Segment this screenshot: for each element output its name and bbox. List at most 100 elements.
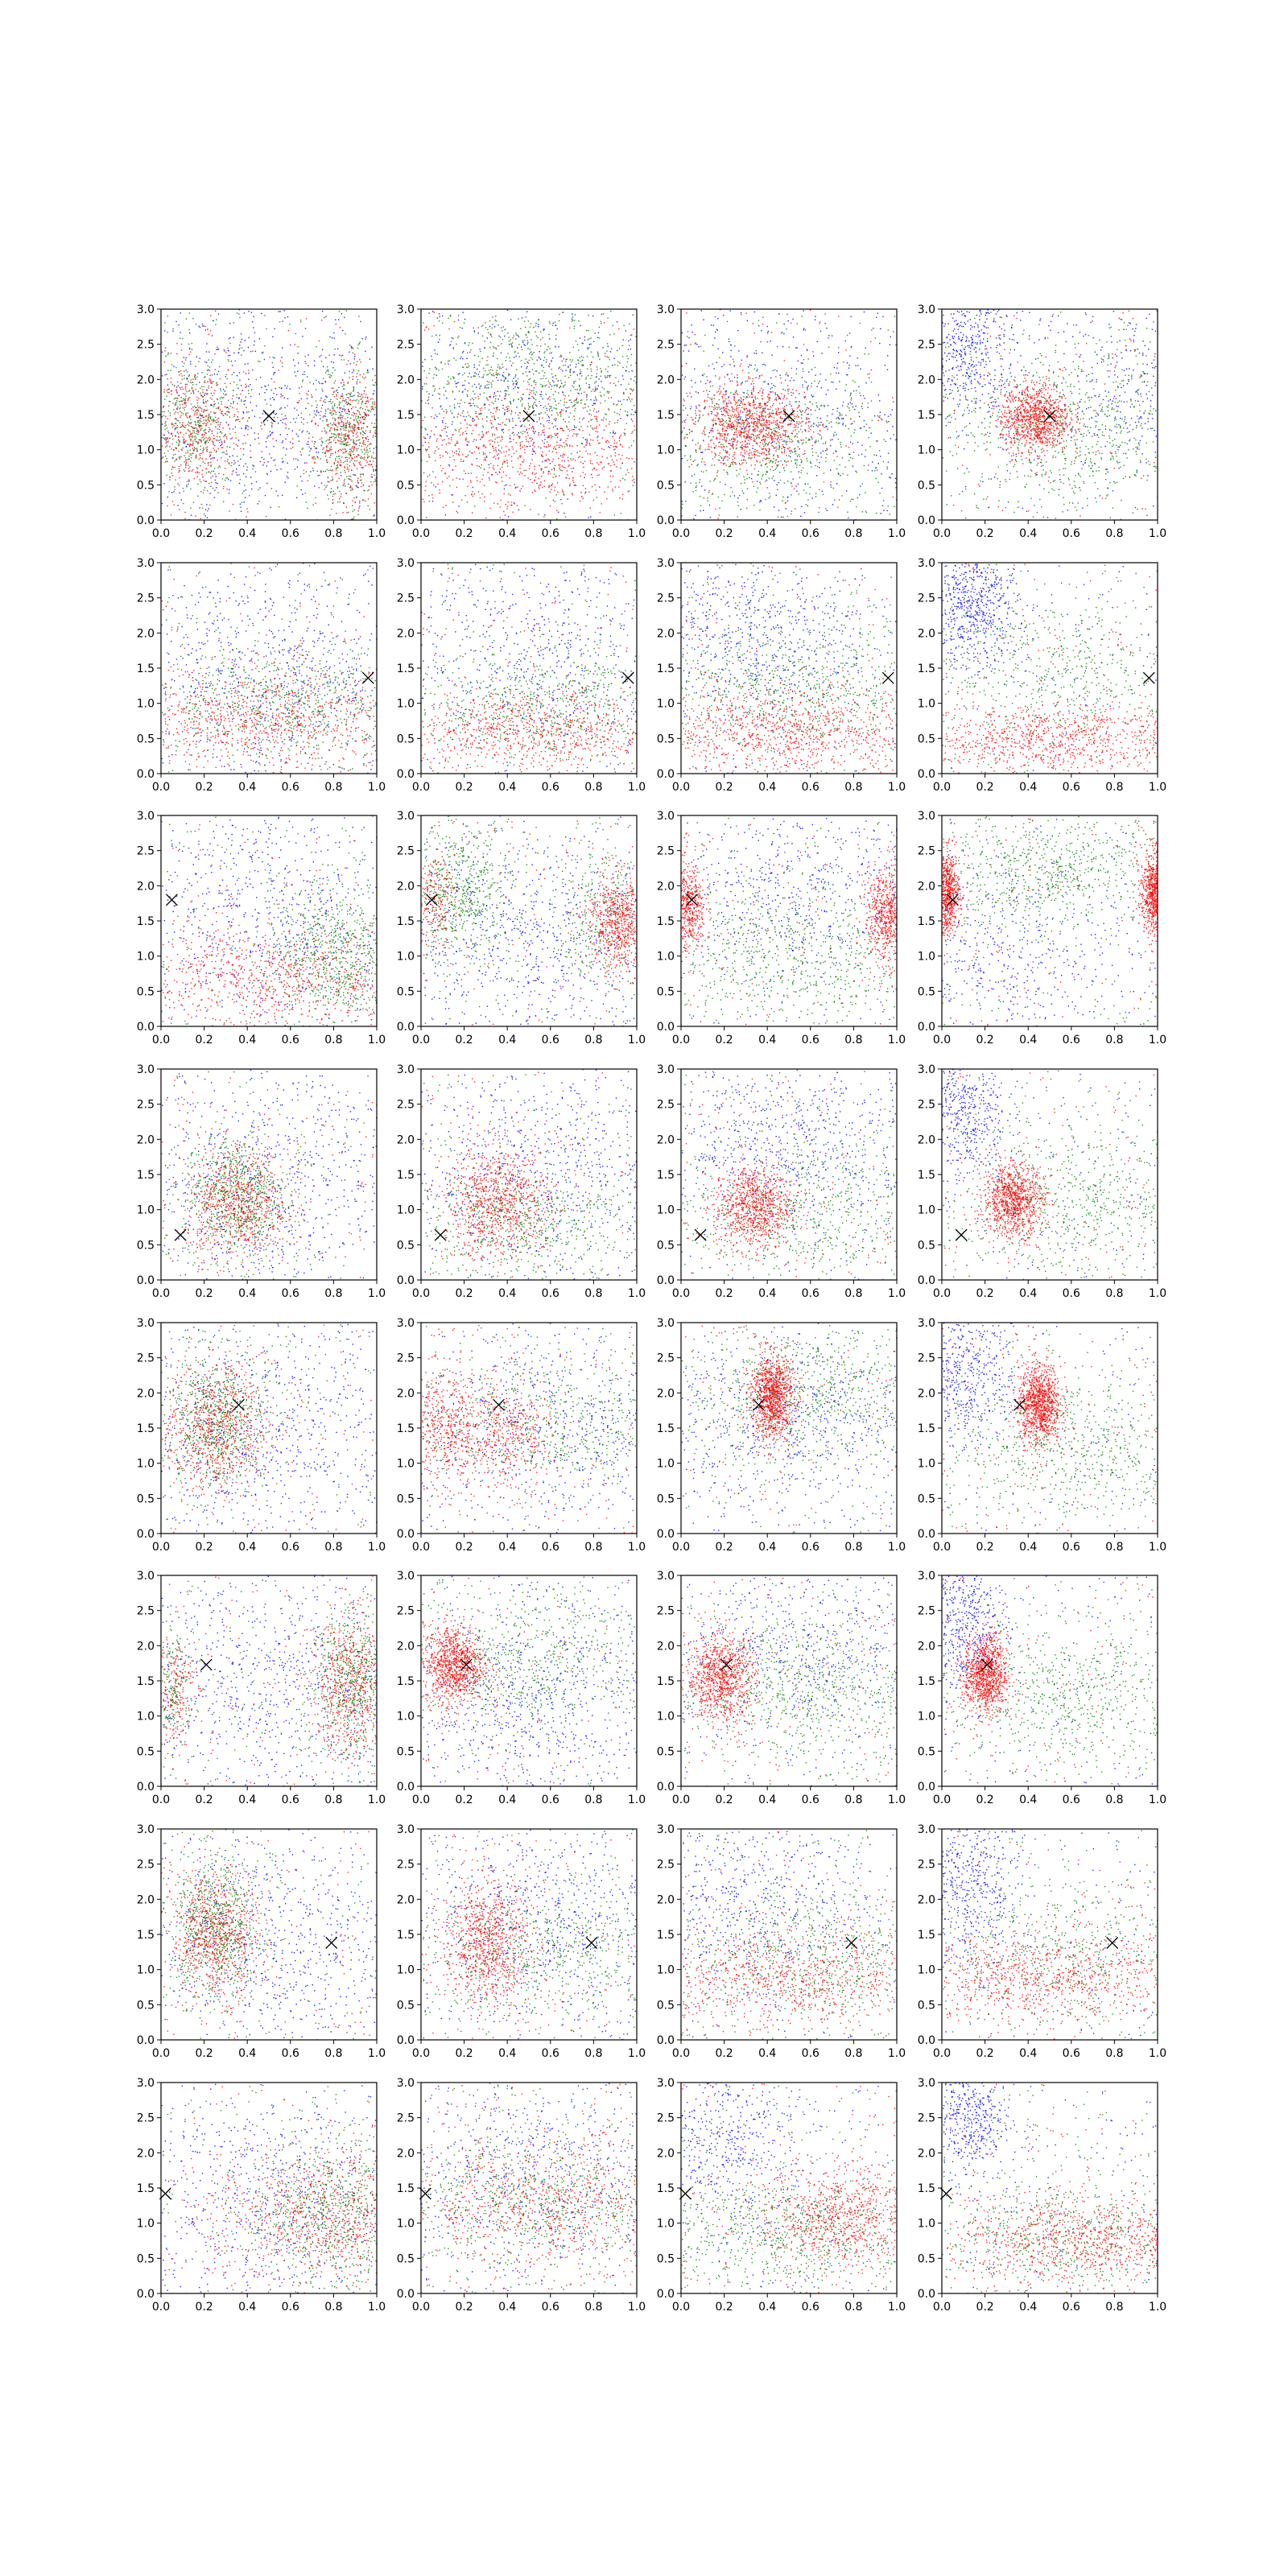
point [347,444,348,445]
subplot-r1-c1: 0.0 0.2 0.4 0.6 0.8 1.00.00.51.01.52.02.53.0 [137,303,386,540]
point [164,322,165,323]
point [330,377,331,378]
point [492,416,493,417]
point [544,439,545,440]
point [574,328,575,329]
point [578,363,579,364]
point [808,414,809,415]
point [550,473,551,474]
point [228,359,229,360]
point [282,347,283,348]
point [371,347,372,348]
point [507,462,508,463]
point [622,463,623,464]
point [566,426,567,427]
point [523,381,524,382]
point [487,381,488,382]
point [587,443,588,444]
point [264,462,265,463]
point [181,387,182,388]
point [189,374,190,375]
point [199,326,200,327]
point [552,325,553,326]
point [210,382,211,383]
point [191,444,192,445]
point [468,367,469,368]
point [437,484,438,485]
series-red [423,312,638,521]
point [282,362,283,363]
point [252,369,253,370]
point [179,457,180,458]
point [521,366,522,367]
point [375,382,376,383]
point [478,327,479,328]
point [502,408,503,409]
point [354,424,355,425]
point [210,459,211,460]
point [330,492,331,493]
point [524,505,525,506]
point [608,463,609,464]
point [297,466,298,467]
point [456,511,457,512]
point [350,476,351,477]
point [608,366,609,367]
point [336,395,337,396]
point [470,399,471,400]
point [571,361,572,362]
point [181,344,182,345]
point [207,510,208,511]
point [553,448,554,449]
point [532,492,533,493]
point [585,439,586,440]
point [374,479,375,480]
point [424,329,425,330]
point [470,403,471,404]
point [850,393,851,394]
point [330,401,331,402]
point [628,384,629,385]
point [371,493,372,494]
point [734,377,735,378]
point [324,399,325,400]
point [701,310,702,311]
point [260,425,261,426]
point [502,339,503,340]
point [808,422,809,423]
point [353,427,354,428]
point [274,417,275,418]
point [609,359,610,360]
point [218,473,219,474]
point [476,447,477,448]
point [341,421,342,422]
point [608,346,609,347]
point [358,402,359,403]
point [515,332,516,333]
point [495,449,496,450]
point [243,417,244,418]
point [224,440,225,441]
point [362,397,363,398]
point [191,439,192,440]
point [368,489,369,490]
point [532,473,533,474]
point [367,462,368,463]
point [241,427,242,428]
point [206,420,207,421]
point [459,373,460,374]
point [505,395,506,396]
point [345,433,346,434]
point [262,464,263,465]
point [197,405,198,406]
point [548,422,549,423]
point [322,311,323,312]
point [231,465,232,466]
point [313,470,314,471]
point [191,408,192,409]
point [232,455,233,456]
point [484,446,485,447]
point [335,458,336,459]
point [512,337,513,338]
point [243,454,244,455]
